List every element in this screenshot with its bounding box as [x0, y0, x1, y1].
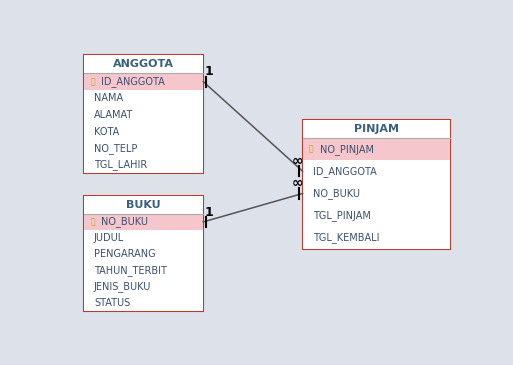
Bar — [303, 160, 450, 182]
Text: TGL_LAHIR: TGL_LAHIR — [94, 159, 147, 170]
Text: NO_BUKU: NO_BUKU — [101, 216, 148, 227]
Bar — [303, 138, 450, 160]
Text: ID_ANGGOTA: ID_ANGGOTA — [101, 76, 165, 87]
Bar — [84, 55, 203, 73]
Bar — [303, 182, 450, 204]
Text: 1: 1 — [204, 205, 213, 219]
Text: 1: 1 — [204, 65, 213, 78]
Text: PINJAM: PINJAM — [354, 124, 399, 134]
Text: NO_TELP: NO_TELP — [94, 143, 137, 154]
Bar — [84, 123, 203, 140]
Bar — [84, 157, 203, 173]
Text: JENIS_BUKU: JENIS_BUKU — [94, 281, 151, 292]
Bar — [84, 196, 203, 311]
Bar — [84, 55, 203, 173]
Text: ID_ANGGOTA: ID_ANGGOTA — [312, 166, 377, 177]
Bar — [84, 107, 203, 123]
Bar — [303, 227, 450, 249]
Bar — [84, 196, 203, 214]
Text: 🔑: 🔑 — [309, 145, 314, 154]
Bar — [84, 140, 203, 157]
Text: 🔑: 🔑 — [90, 218, 95, 226]
Bar — [84, 246, 203, 262]
Text: NAMA: NAMA — [94, 93, 123, 103]
Text: 🔑: 🔑 — [90, 77, 95, 86]
Text: KOTA: KOTA — [94, 127, 119, 137]
Text: ∞: ∞ — [292, 176, 303, 190]
Text: ANGGOTA: ANGGOTA — [113, 59, 174, 69]
Bar — [84, 295, 203, 311]
Text: ∞: ∞ — [292, 154, 303, 168]
Text: STATUS: STATUS — [94, 298, 130, 308]
Text: TGL_KEMBALI: TGL_KEMBALI — [312, 233, 379, 243]
Text: TGL_PINJAM: TGL_PINJAM — [312, 210, 370, 221]
Text: NO_BUKU: NO_BUKU — [312, 188, 360, 199]
Text: JUDUL: JUDUL — [94, 233, 124, 243]
Bar — [303, 120, 450, 249]
Bar — [84, 90, 203, 107]
Bar — [84, 262, 203, 278]
Text: ALAMAT: ALAMAT — [94, 110, 133, 120]
Bar — [303, 120, 450, 138]
Text: BUKU: BUKU — [126, 200, 161, 210]
Text: NO_PINJAM: NO_PINJAM — [320, 143, 374, 154]
Bar — [84, 73, 203, 90]
Text: TAHUN_TERBIT: TAHUN_TERBIT — [94, 265, 167, 276]
Bar — [84, 214, 203, 230]
Bar — [303, 204, 450, 227]
Bar — [84, 278, 203, 295]
Bar — [84, 230, 203, 246]
Text: PENGARANG: PENGARANG — [94, 249, 155, 259]
